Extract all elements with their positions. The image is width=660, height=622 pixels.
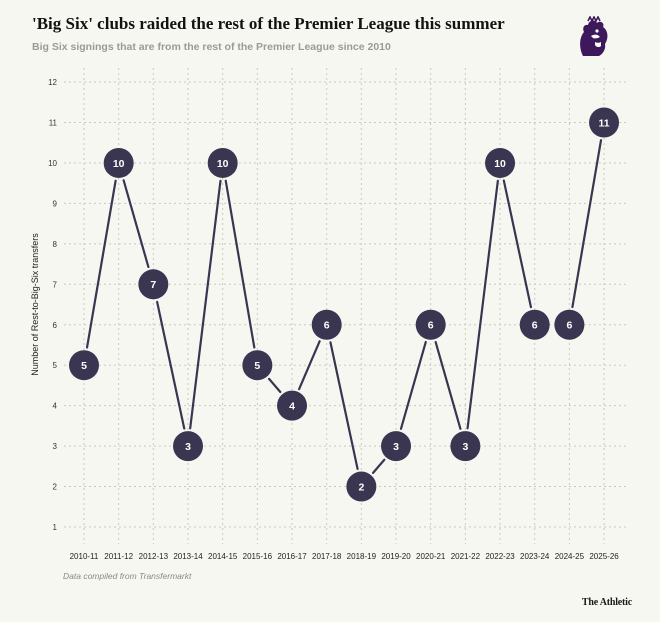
series-line-segment bbox=[502, 179, 533, 309]
y-tick-label: 12 bbox=[48, 78, 57, 87]
series-line-segment bbox=[189, 179, 222, 430]
data-label: 4 bbox=[289, 400, 295, 412]
data-label: 10 bbox=[494, 158, 506, 170]
series-line-segment bbox=[85, 179, 117, 349]
data-point-2024-25 bbox=[554, 309, 585, 340]
data-label: 10 bbox=[217, 158, 229, 170]
x-tick-label: 2013-14 bbox=[173, 552, 203, 561]
data-point-2018-19 bbox=[346, 471, 377, 502]
x-tick-label: 2020-21 bbox=[416, 552, 446, 561]
data-point-2010-11 bbox=[69, 350, 99, 381]
y-tick-label: 2 bbox=[53, 483, 58, 492]
x-tick-label: 2024-25 bbox=[555, 552, 585, 561]
x-tick-label: 2014-15 bbox=[208, 552, 238, 561]
data-point-2011-12 bbox=[103, 147, 134, 178]
data-point-2023-24 bbox=[519, 309, 550, 340]
series-line-segment bbox=[122, 179, 150, 269]
data-label: 11 bbox=[598, 117, 609, 129]
data-point-2017-18 bbox=[311, 309, 342, 340]
x-tick-label: 2015-16 bbox=[243, 552, 273, 561]
series-line-segment bbox=[571, 139, 603, 309]
series-line-segment bbox=[371, 458, 386, 474]
x-tick-label: 2012-13 bbox=[139, 552, 169, 561]
data-label: 6 bbox=[532, 320, 538, 332]
data-point-2019-20 bbox=[381, 431, 412, 462]
data-point-2015-16 bbox=[242, 350, 273, 381]
data-label: 3 bbox=[185, 441, 191, 453]
data-label: 5 bbox=[254, 360, 260, 372]
source-note: Data compiled from Transfermarkt bbox=[63, 571, 192, 581]
y-tick-label: 8 bbox=[53, 240, 58, 249]
data-label: 6 bbox=[428, 320, 434, 332]
series-line-segment bbox=[434, 340, 462, 430]
data-label: 6 bbox=[566, 320, 572, 332]
y-tick-label: 7 bbox=[53, 280, 58, 289]
data-label: 2 bbox=[358, 481, 364, 493]
data-point-2014-15 bbox=[207, 147, 238, 178]
premier-league-lion-logo-icon bbox=[580, 16, 608, 56]
y-tick-label: 6 bbox=[53, 321, 58, 330]
series-line-segment bbox=[156, 300, 186, 430]
y-tick-label: 3 bbox=[53, 442, 58, 451]
x-tick-label: 2019-20 bbox=[381, 552, 411, 561]
data-point-2020-21 bbox=[415, 309, 446, 340]
data-point-2016-17 bbox=[277, 390, 308, 421]
x-tick-label: 2017-18 bbox=[312, 552, 342, 561]
x-tick-label: 2016-17 bbox=[277, 552, 307, 561]
data-label: 3 bbox=[393, 441, 399, 453]
x-tick-label: 2025-26 bbox=[589, 552, 619, 561]
data-point-2012-13 bbox=[138, 269, 169, 300]
x-tick-label: 2023-24 bbox=[520, 552, 550, 561]
x-tick-label: 2022-23 bbox=[485, 552, 515, 561]
y-tick-label: 4 bbox=[53, 402, 58, 411]
x-tick-label: 2011-12 bbox=[104, 552, 133, 561]
data-label: 5 bbox=[81, 360, 87, 372]
y-tick-label: 11 bbox=[49, 119, 58, 128]
series-line-segment bbox=[466, 179, 499, 430]
x-tick-label: 2021-22 bbox=[451, 552, 481, 561]
series-line-segment bbox=[298, 340, 321, 391]
y-tick-label: 1 bbox=[53, 523, 58, 532]
data-label: 7 bbox=[150, 279, 156, 291]
x-tick-label: 2010-11 bbox=[70, 552, 99, 561]
data-point-2022-23 bbox=[485, 147, 516, 178]
y-tick-label: 9 bbox=[53, 199, 58, 208]
data-label: 10 bbox=[113, 158, 125, 170]
brand-logo: The Athletic bbox=[581, 597, 632, 608]
y-tick-label: 10 bbox=[48, 159, 57, 168]
data-point-2025-26 bbox=[589, 107, 620, 138]
series-line-segment bbox=[267, 377, 282, 394]
data-point-2021-22 bbox=[450, 431, 481, 462]
chart-subtitle: Big Six signings that are from the rest … bbox=[32, 41, 391, 53]
series-line-segment bbox=[224, 179, 256, 349]
series-line-segment bbox=[329, 341, 359, 471]
data-point-2013-14 bbox=[173, 431, 204, 462]
data-label: 6 bbox=[324, 320, 330, 332]
x-tick-label: 2018-19 bbox=[347, 552, 377, 561]
series-line-segment bbox=[399, 340, 427, 430]
y-tick-label: 5 bbox=[53, 361, 58, 370]
chart-title: 'Big Six' clubs raided the rest of the P… bbox=[32, 14, 505, 33]
y-axis-label: Number of Rest-to-Big-Six transfers bbox=[30, 233, 40, 376]
data-label: 3 bbox=[462, 441, 468, 453]
